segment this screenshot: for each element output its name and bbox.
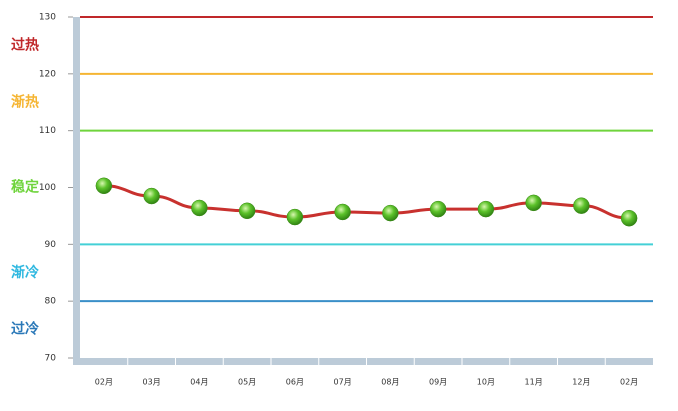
x-tick-label: 07月 [334,378,352,387]
y-tick-label: 130 [39,13,56,23]
data-point [382,204,399,222]
zone-label: 过冷 [11,321,39,338]
data-point [191,199,208,217]
data-point [477,200,495,218]
x-tick-label: 05月 [238,378,256,387]
x-tick-label: 02月 [95,378,113,387]
y-tick-label: 90 [45,240,57,250]
data-point [525,194,542,212]
y-tick-label: 120 [39,69,56,79]
x-tick-label: 03月 [143,378,161,387]
data-point [286,208,304,226]
x-tick-label: 11月 [525,378,543,387]
y-tick-label: 110 [39,126,56,136]
x-tick-label: 04月 [190,378,208,387]
data-point [238,202,256,220]
data-point [334,203,351,221]
y-axis-bar [73,17,80,365]
x-tick-label: 02月 [620,378,638,387]
y-tick-label: 70 [45,354,57,364]
data-point [429,200,447,218]
x-tick-label: 12月 [572,378,590,387]
x-axis-bar [73,358,653,365]
data-point [95,177,113,195]
x-tick-label: 10月 [477,378,495,387]
series-line [103,184,630,220]
zone-label: 渐热 [11,93,39,110]
y-tick-label: 80 [45,297,57,307]
data-point [620,209,638,227]
y-tick-label: 100 [39,183,56,193]
x-tick-label: 09月 [429,378,447,387]
zone-label: 过热 [11,36,39,53]
x-tick-label: 08月 [381,378,399,387]
zone-label: 稳定 [11,179,39,196]
zone-label: 渐冷 [11,264,39,281]
data-point [573,197,590,214]
x-tick-label: 06月 [286,378,304,387]
data-point [143,187,160,205]
